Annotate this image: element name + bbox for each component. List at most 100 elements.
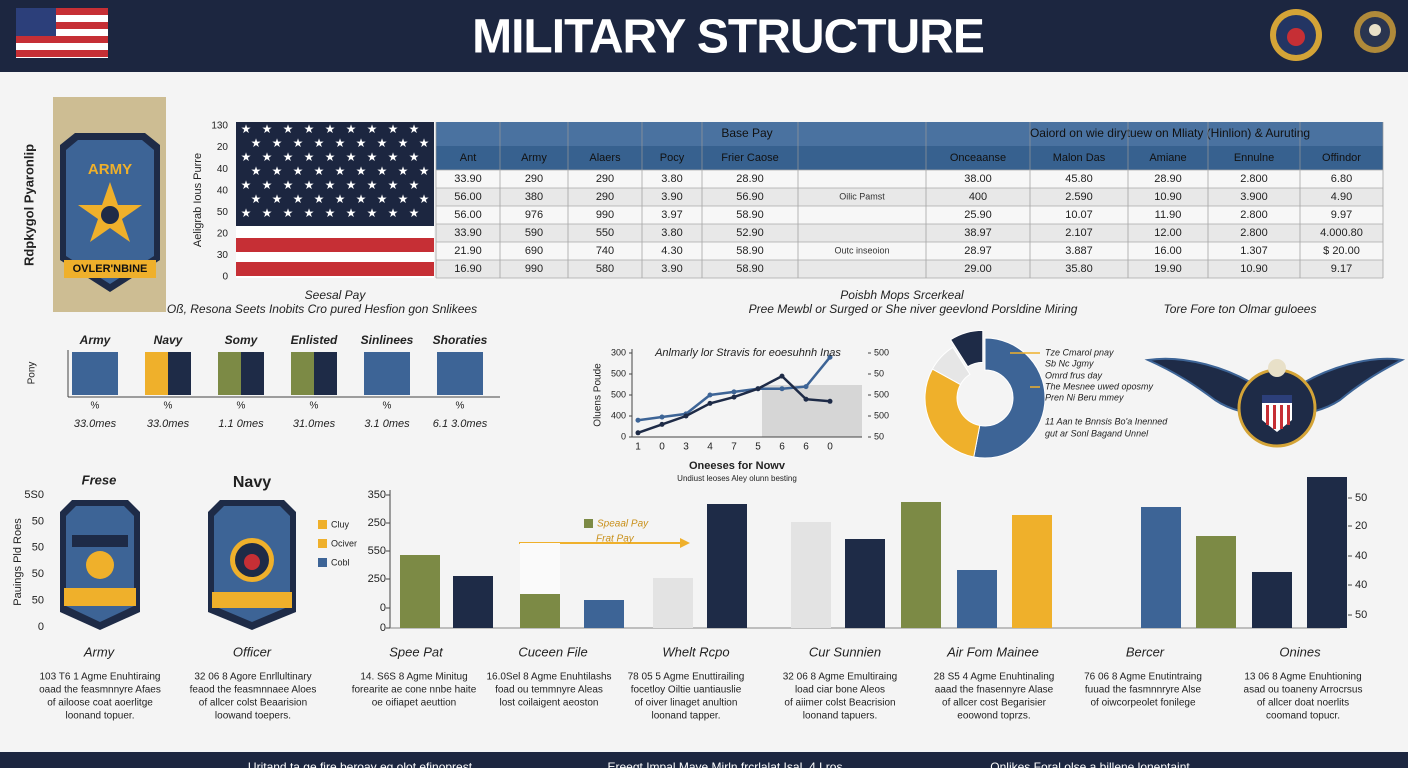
y2-tick-label: 40: [1355, 550, 1367, 562]
star: ★: [283, 178, 294, 192]
star: ★: [335, 164, 346, 178]
star: ★: [262, 178, 273, 192]
y-tick-label: 400: [611, 410, 626, 420]
table-cell: 3.80: [661, 173, 682, 185]
description-line: 13 06 8 Agme Enuhtioning: [1244, 672, 1361, 683]
star: ★: [377, 192, 388, 206]
x-tick-label: Army: [79, 333, 112, 347]
line-point: [635, 430, 641, 436]
y-tick-label: 0: [621, 431, 626, 441]
star: ★: [388, 150, 399, 164]
flag-axis-tick: 30: [217, 250, 229, 261]
caption: Poisbh Mops Srcerkeal: [840, 288, 964, 302]
star: ★: [388, 122, 399, 136]
x-tick-label: Sinlinees: [361, 333, 414, 347]
star: ★: [241, 178, 252, 192]
star: ★: [241, 150, 252, 164]
table-cell: 3.90: [661, 191, 682, 203]
table-group-header: Oaiord on wie dirytuew on Mliaty (Hinlio…: [1030, 126, 1310, 140]
line-point: [755, 386, 761, 392]
group-label: Spee Pat: [389, 644, 444, 659]
group-label: Bercer: [1126, 644, 1165, 659]
description-line: 14. S6S 8 Agme Minitug: [360, 672, 467, 683]
table-cell: 28.90: [1154, 173, 1182, 185]
star: ★: [314, 136, 325, 150]
description-line: 16.0Sel 8 Agme Enuhtilashs: [486, 672, 611, 683]
table-cell: Oilic Pamst: [839, 191, 885, 201]
table-cell: 9.17: [1331, 263, 1352, 275]
star: ★: [419, 136, 430, 150]
table-cell: 21.90: [454, 245, 482, 257]
line-point: [731, 394, 737, 400]
group-label: Onines: [1279, 644, 1321, 659]
star: ★: [272, 136, 283, 150]
pie-annotation: Pren Ni Beru mmey: [1045, 392, 1124, 402]
table-column-header: Army: [521, 152, 547, 164]
star: ★: [356, 192, 367, 206]
y2-tick-label: 50: [874, 368, 884, 378]
bar: [845, 539, 885, 628]
table-header: [436, 122, 1383, 146]
pie-annotation: gut ar Sonl Bagand Unnel: [1045, 428, 1149, 438]
star: ★: [325, 178, 336, 192]
star: ★: [356, 136, 367, 150]
bar: [72, 352, 118, 395]
bar-label: %: [164, 401, 173, 412]
line-point: [803, 384, 809, 390]
table-row: [436, 188, 1383, 206]
table-cell: 29.00: [964, 263, 992, 275]
star: ★: [314, 164, 325, 178]
star: ★: [304, 178, 315, 192]
table-cell: 58.90: [736, 209, 764, 221]
flag-icon: [16, 8, 108, 58]
table-cell: 9.97: [1331, 209, 1352, 221]
line-point: [731, 389, 737, 395]
table-column-header: Offindor: [1322, 152, 1361, 164]
y-tick-label: 550: [368, 545, 386, 557]
bar: [218, 352, 241, 395]
y-tick-label: 350: [368, 489, 386, 501]
star: ★: [419, 192, 430, 206]
star: ★: [377, 136, 388, 150]
line-point: [707, 392, 713, 398]
star: ★: [367, 122, 378, 136]
flag-axis-tick: 0: [222, 272, 228, 283]
star: ★: [304, 122, 315, 136]
badge-axis-tick: 50: [32, 542, 44, 554]
table-row: [436, 242, 1383, 260]
table-cell: 10.07: [1065, 209, 1093, 221]
description-line: load ciar bone Aleos: [795, 685, 885, 696]
table-cell: 56.00: [454, 209, 482, 221]
description-line: of allcer doat noerlits: [1257, 698, 1349, 709]
y-axis-label: Pony: [27, 362, 38, 385]
bar: [1012, 515, 1052, 628]
y2-tick-label: 20: [1355, 520, 1367, 532]
description-line: coomand topucr.: [1266, 711, 1340, 722]
patch-bottom: OVLER'NBINE: [73, 263, 148, 275]
description-line: 78 05 5 Agme Enuttirailing: [628, 672, 745, 683]
pie-slice: [973, 337, 1046, 459]
table-cell: 590: [525, 227, 543, 239]
star: ★: [262, 206, 273, 220]
bar: [145, 352, 168, 395]
table-cell: 52.90: [736, 227, 764, 239]
table-cell: 990: [525, 263, 543, 275]
description-line: asad ou toaneny Arrocrsus: [1244, 685, 1363, 696]
legend-swatch: [318, 539, 327, 548]
star: ★: [367, 150, 378, 164]
table-cell: 290: [596, 191, 614, 203]
table-cell: 16.00: [1154, 245, 1182, 257]
legend-swatch: [318, 520, 327, 529]
bar: [957, 570, 997, 628]
badge-axis-tick: 50: [32, 515, 44, 527]
bar-note: 3.1 0mes: [364, 418, 410, 430]
table-row: [436, 170, 1383, 188]
description-line: 32 06 8 Agore Enrllultinary: [194, 672, 311, 683]
table-column-header: Ennulne: [1234, 152, 1274, 164]
badge-axis-tick: 50: [32, 595, 44, 607]
table-row: [436, 206, 1383, 224]
star: ★: [367, 178, 378, 192]
table-cell: 990: [596, 209, 614, 221]
